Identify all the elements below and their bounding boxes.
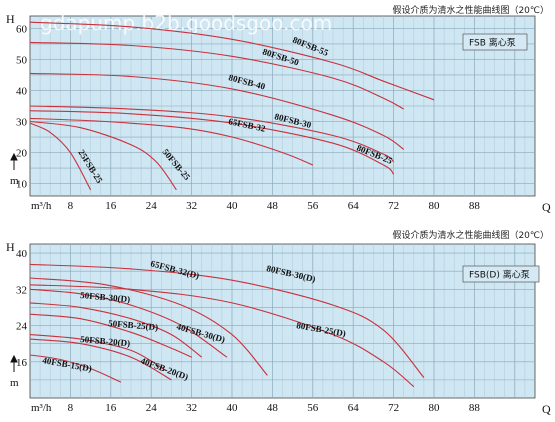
chart-note: 假设介质为清水之性能曲线图（20℃）	[392, 6, 549, 16]
curve-50fsb-30d	[29, 302, 203, 358]
x-tick-label: 8	[68, 402, 74, 414]
x-tick-label: 8	[68, 200, 74, 212]
x-tick-label: 88	[469, 402, 481, 414]
curve-65fsb-32d	[29, 277, 268, 376]
x-axis-label: Q	[542, 200, 551, 214]
legend-text: FSB(D) 离心泵	[469, 269, 530, 281]
curve-80fsb-50	[29, 41, 404, 110]
curve-80fsb-30d	[29, 263, 425, 378]
x-tick-label: 48	[267, 402, 279, 414]
y-unit-label: m	[10, 175, 19, 187]
x-tick-label: 80	[429, 200, 441, 212]
x-tick-label: 32	[186, 200, 197, 212]
x-tick-label: 40	[227, 200, 239, 212]
curve-80fsb-30	[29, 105, 394, 163]
curve-40fsb-20d	[29, 338, 172, 381]
curve-65fsb-32	[29, 117, 314, 166]
x-axis-label: Q	[542, 402, 551, 416]
watermark-text: gdapump.b2b.goodsgoo.com	[40, 11, 332, 35]
y-tick-label: 40	[16, 85, 28, 97]
x-tick-label: 24	[146, 200, 158, 212]
curve-label: 50FSB-20(D)	[80, 334, 131, 348]
up-arrow-icon	[10, 152, 18, 170]
fsb-chart-panel: 假设介质为清水之性能曲线图（20℃） gdapump.b2b.goodsgoo.…	[6, 6, 551, 214]
curve-80fsb-25	[29, 110, 395, 175]
legend-box	[462, 265, 540, 283]
x-tick-label: 16	[105, 200, 117, 212]
curve-80fsb-55	[29, 21, 435, 101]
legend-box	[462, 33, 528, 51]
x-tick-label: 32	[186, 402, 197, 414]
curve-50fsb-25	[29, 120, 177, 191]
y-tick-label: 24	[16, 321, 28, 333]
y-unit-label: m	[10, 377, 19, 389]
chart-note: 假设介质为清水之性能曲线图（20℃）	[392, 231, 549, 241]
y-axis-label: H	[6, 12, 15, 26]
y-tick-label: 60	[16, 23, 28, 35]
y-tick-label: 50	[16, 54, 28, 66]
y-tick-label: 16	[16, 357, 28, 369]
x-unit-label: m³/h	[31, 200, 52, 212]
x-tick-label: 64	[348, 402, 360, 414]
curve-80fsb-40	[29, 72, 405, 150]
curve-label: 50FSB-30(D)	[80, 290, 131, 304]
curve-80fsb-25d	[29, 284, 415, 388]
x-tick-label: 56	[307, 402, 319, 414]
y-tick-label: 30	[16, 117, 28, 129]
y-tick-label: 20	[16, 148, 28, 160]
y-tick-label: 10	[16, 179, 28, 191]
x-tick-label: 24	[146, 402, 158, 414]
x-tick-label: 40	[227, 402, 239, 414]
x-tick-label: 16	[105, 402, 117, 414]
up-arrow-icon	[10, 354, 18, 372]
x-tick-label: 64	[348, 200, 360, 212]
curve-25fsb-25	[29, 122, 92, 191]
x-tick-label: 72	[388, 200, 399, 212]
curve-40fsb-15d	[29, 354, 122, 383]
x-tick-label: 48	[267, 200, 279, 212]
curve-50fsb-25d	[29, 313, 192, 358]
y-tick-label: 32	[16, 284, 27, 296]
y-tick-label: 40	[16, 248, 28, 260]
x-tick-label: 80	[429, 402, 441, 414]
fsb-performance-chart: gdapump.b2b.goodsgoo.com80FSB-5580FSB-50…	[6, 11, 551, 214]
curve-40fsb-30d	[29, 288, 228, 358]
legend-text: FSB 离心泵	[469, 37, 516, 49]
x-unit-label: m³/h	[31, 402, 52, 414]
y-axis-label: H	[6, 240, 15, 254]
fsbd-performance-chart: 80FSB-30(D)80FSB-25(D)65FSB-32(D)50FSB-3…	[6, 240, 551, 416]
x-tick-label: 88	[469, 200, 481, 212]
x-tick-label: 56	[307, 200, 319, 212]
x-tick-label: 72	[388, 402, 399, 414]
fsbd-chart-panel: 假设介质为清水之性能曲线图（20℃） 80FSB-30(D) 80FSB-25(D…	[0, 226, 555, 422]
curve-50fsb-20d	[29, 334, 167, 372]
curve-label: 50FSB-25(D)	[108, 318, 159, 332]
